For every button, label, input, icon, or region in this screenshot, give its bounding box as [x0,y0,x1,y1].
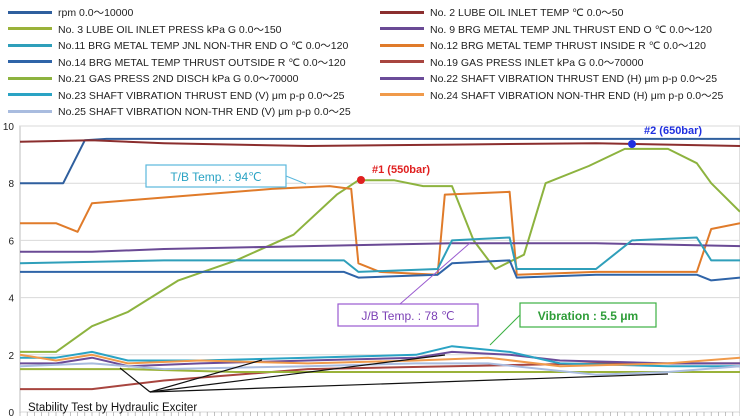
legend-item: No.24 SHAFT VIBRATION NON-THR END (H) μm… [380,89,723,103]
legend-swatch [8,93,52,97]
legend-label: No.11 BRG METAL TEMP JNL NON-THR END O ℃… [58,40,349,52]
legend-label: No. 9 BRG METAL TEMP JNL THRUST END O ℃ … [430,23,712,36]
jb-temp-pointer [399,242,471,305]
tb-temp-label: T/B Temp. : 94℃ [170,170,261,184]
legend-swatch [380,76,424,80]
jb-temp-box [337,303,479,327]
series-lines [19,137,740,391]
arrow-4 [149,373,669,393]
legend-item: No.21 GAS PRESS 2ND DISCH kPa G 0.0～7000… [8,72,298,86]
series-line [19,139,740,147]
point-2-label: #2 (650bar) [644,125,702,137]
legend-item: No.19 GAS PRESS INLET kPa G 0.0～70000 [380,56,643,70]
vibration-label: Vibration : 5.5 μm [538,309,638,323]
legend-swatch [8,60,52,64]
y-tick-label: 8 [8,179,14,190]
point-1-label: #1 (550bar) [372,164,430,176]
vibration-box [519,302,657,328]
jb-temp-label: J/B Temp. : 78 ℃ [361,309,454,323]
legend-label: No. 3 LUBE OIL INLET PRESS kPa G 0.0～150 [58,23,282,36]
legend-swatch [380,27,424,31]
series-line [20,259,740,282]
legend-swatch [8,76,52,80]
legend-item: No.12 BRG METAL TEMP THRUST INSIDE R ℃ 0… [380,39,706,53]
legend-swatch [8,109,52,113]
legend-label: No. 2 LUBE OIL INLET TEMP ℃ 0.0～50 [430,7,624,19]
legend-swatch [380,60,424,64]
legend-swatch [8,27,52,31]
chart-legend: rpm 0.0～10000 No. 2 LUBE OIL INLET TEMP ℃… [0,0,740,122]
legend-item: No.14 BRG METAL TEMP THRUST OUTSIDE R ℃ … [8,56,346,70]
legend-swatch [8,10,52,14]
legend-swatch [380,93,424,97]
legend-label: No.24 SHAFT VIBRATION NON-THR END (H) μm… [430,89,724,102]
vibration-pointer [489,314,521,346]
legend-label: rpm 0.0～10000 [58,7,134,19]
legend-label: No.22 SHAFT VIBRATION THRUST END (H) μm … [430,73,718,85]
legend-label: No.14 BRG METAL TEMP THRUST OUTSIDE R ℃ … [58,56,346,69]
y-tick-label: 4 [8,294,14,305]
legend-label: No.12 BRG METAL TEMP THRUST INSIDE R ℃ 0… [430,40,706,52]
series-line [20,147,740,353]
series-line [19,362,740,376]
tb-temp-pointer [285,175,307,185]
legend-swatch [380,43,424,47]
legend-label: No.19 GAS PRESS INLET kPa G 0.0～70000 [430,56,644,69]
series-line [19,236,740,273]
legend-swatch [380,10,424,14]
y-tick-label: 2 [8,351,14,362]
arrow-3 [149,354,446,393]
annotations: T/B Temp. : 94℃ #1 (550bar) #2 (650bar) … [28,125,702,414]
legend-item: No.23 SHAFT VIBRATION THRUST END (V) μm … [8,89,345,103]
series-line [20,362,740,391]
series-line [20,368,740,373]
legend-item: No.22 SHAFT VIBRATION THRUST END (H) μm … [380,72,717,86]
legend-item: rpm 0.0～10000 [8,6,133,20]
series-line [20,350,740,368]
arrow-2 [149,359,263,393]
y-axis-ticks: 0 2 4 6 8 10 [3,122,740,417]
y-tick-label: 6 [8,236,14,247]
series-line [20,242,740,253]
legend-item: No. 9 BRG METAL TEMP JNL THRUST END O ℃ … [380,23,712,37]
series-line [20,345,740,368]
legend-swatch [8,43,52,47]
point-2-marker [628,140,636,148]
series-line [20,185,740,276]
legend-item: No. 3 LUBE OIL INLET PRESS kPa G 0.0～150 [8,23,282,37]
legend-label: No.23 SHAFT VIBRATION THRUST END (V) μm … [58,89,345,102]
legend-label: No.25 SHAFT VIBRATION NON-THR END (V) μm… [58,106,351,118]
y-tick-label: 0 [8,408,14,417]
legend-item: No. 2 LUBE OIL INLET TEMP ℃ 0.0～50 [380,6,624,20]
arrow-1 [119,367,151,393]
legend-item: No.11 BRG METAL TEMP JNL NON-THR END O ℃… [8,39,348,53]
series-line [19,353,740,368]
point-1-marker [357,176,365,184]
y-tick-label: 10 [3,122,15,133]
chart-caption: Stability Test by Hydraulic Exciter [28,402,197,414]
legend-item: No.25 SHAFT VIBRATION NON-THR END (V) μm… [8,105,351,119]
legend-label: No.21 GAS PRESS 2ND DISCH kPa G 0.0～7000… [58,73,299,85]
